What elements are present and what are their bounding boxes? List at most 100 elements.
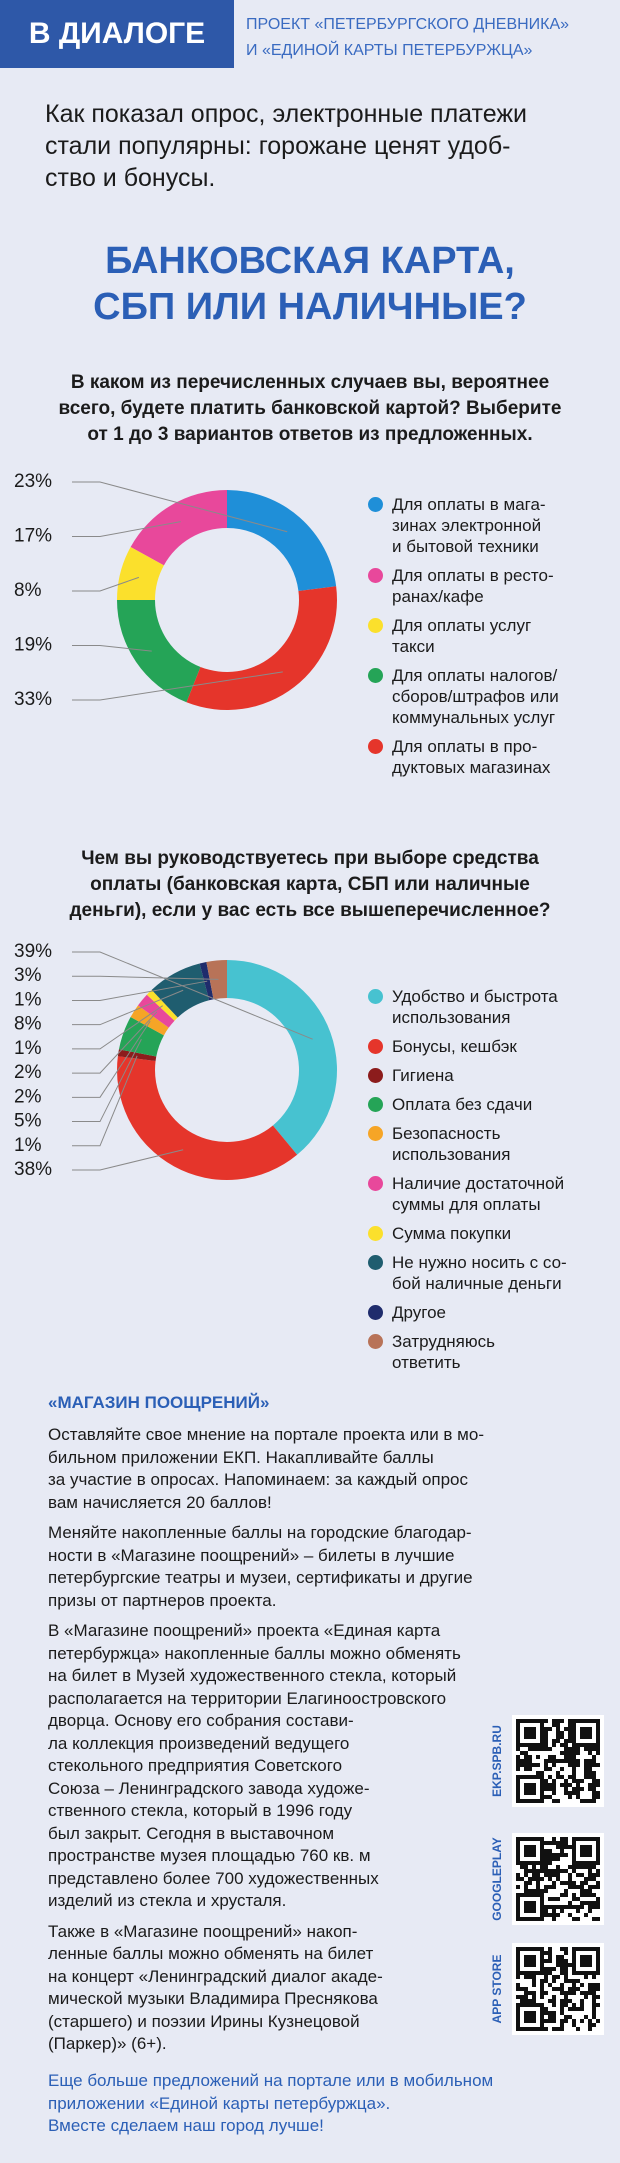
qr-module <box>564 1787 568 1791</box>
qr-module <box>548 1841 552 1845</box>
legend-swatch <box>368 618 383 633</box>
qr-module <box>560 1955 564 1959</box>
qr-module <box>580 1893 584 1897</box>
qr-module <box>592 1905 596 1909</box>
qr-module <box>544 1841 548 1845</box>
qr-module <box>540 1865 544 1869</box>
qr-module <box>560 1837 564 1841</box>
qr-module <box>528 1759 532 1763</box>
value-label: 1% <box>14 989 42 1010</box>
qr-module <box>544 1795 548 1799</box>
qr-module <box>516 1983 520 1987</box>
legend-item: Сумма покупки <box>368 1223 618 1244</box>
qr-module <box>576 1897 580 1901</box>
qr-module <box>588 1909 592 1913</box>
qr-module <box>560 1735 564 1739</box>
qr-module <box>556 1963 560 1967</box>
qr-module <box>552 1837 556 1841</box>
qr-module <box>532 1869 536 1873</box>
qr-module <box>568 1979 572 1983</box>
qr-module <box>564 1845 568 1849</box>
legend-item: Не нужно носить с со- бой наличные деньг… <box>368 1252 618 1294</box>
qr-module <box>560 1971 564 1975</box>
qr-module <box>552 1783 556 1787</box>
qr-module <box>552 1723 556 1727</box>
qr-module <box>568 2007 572 2011</box>
qr-module <box>592 1771 596 1775</box>
value-label: 8% <box>14 1014 42 1035</box>
qr-module <box>560 1947 564 1951</box>
leader-line <box>72 975 219 980</box>
qr-finder <box>572 1837 600 1865</box>
qr-module <box>572 2023 576 2027</box>
slice <box>138 994 175 1028</box>
qr-module <box>544 1743 548 1747</box>
qr-module <box>556 1857 560 1861</box>
qr-module <box>556 1959 560 1963</box>
value-label: 5% <box>14 1111 42 1132</box>
qr-module <box>552 1987 556 1991</box>
leader-line <box>72 1055 138 1147</box>
qr-module <box>576 1791 580 1795</box>
legend-item: Для оплаты в мага- зинах электронной и б… <box>368 494 618 557</box>
qr-module <box>576 1979 580 1983</box>
qr-finder <box>524 2011 536 2023</box>
qr-module <box>552 1917 556 1921</box>
qr-module <box>564 1971 568 1975</box>
qr-module <box>588 1865 592 1869</box>
qr-module <box>596 1901 600 1905</box>
qr-module <box>564 1893 568 1897</box>
qr-module <box>560 1991 564 1995</box>
qr-module <box>564 1951 568 1955</box>
leader-line <box>72 1011 158 1074</box>
qr-module <box>544 1727 548 1731</box>
qr-module <box>532 1865 536 1869</box>
leader-line <box>72 1005 163 1050</box>
qr-module <box>524 1975 528 1979</box>
qr-module <box>532 1995 536 1999</box>
qr-module <box>560 1841 564 1845</box>
qr-module <box>580 1799 584 1803</box>
qr-module <box>560 2003 564 2007</box>
qr-module <box>548 1869 552 1873</box>
qr-module <box>592 2003 596 2007</box>
qr-module <box>592 1755 596 1759</box>
qr-module <box>592 2011 596 2015</box>
qr-module <box>564 2015 568 2019</box>
qr-module <box>528 1999 532 2003</box>
qr-module <box>572 1905 576 1909</box>
qr-module <box>532 1747 536 1751</box>
qr-module <box>548 1755 552 1759</box>
qr-module <box>564 1905 568 1909</box>
qr-module <box>544 1857 548 1861</box>
qr-module <box>592 2015 596 2019</box>
qr-module <box>596 1995 600 1999</box>
qr-module <box>556 1865 560 1869</box>
qr-module <box>568 1795 572 1799</box>
qr-module <box>592 2023 596 2027</box>
qr-module <box>532 1889 536 1893</box>
project-line: И «ЕДИНОЙ КАРТЫ ПЕТЕРБУРЖЦА» <box>246 42 533 59</box>
qr-module <box>592 1865 596 1869</box>
qr-module <box>572 1983 576 1987</box>
slice <box>118 1017 164 1057</box>
qr-module <box>556 1841 560 1845</box>
qr-module <box>524 1995 528 1999</box>
qr-module <box>556 1877 560 1881</box>
qr-module <box>592 1787 596 1791</box>
qr-module <box>544 1767 548 1771</box>
qr-module <box>588 1893 592 1897</box>
qr-module <box>596 1873 600 1877</box>
qr-module <box>596 1779 600 1783</box>
qr-module <box>568 1719 572 1723</box>
qr-finder <box>524 1955 536 1967</box>
qr-module <box>592 1885 596 1889</box>
qr-module <box>580 1991 584 1995</box>
qr-module <box>544 2011 548 2015</box>
qr-module <box>536 1755 540 1759</box>
qr-module <box>560 1987 564 1991</box>
qr-module <box>544 1853 548 1857</box>
qr-module <box>524 1999 528 2003</box>
qr-module <box>580 1999 584 2003</box>
qr-module <box>552 1905 556 1909</box>
